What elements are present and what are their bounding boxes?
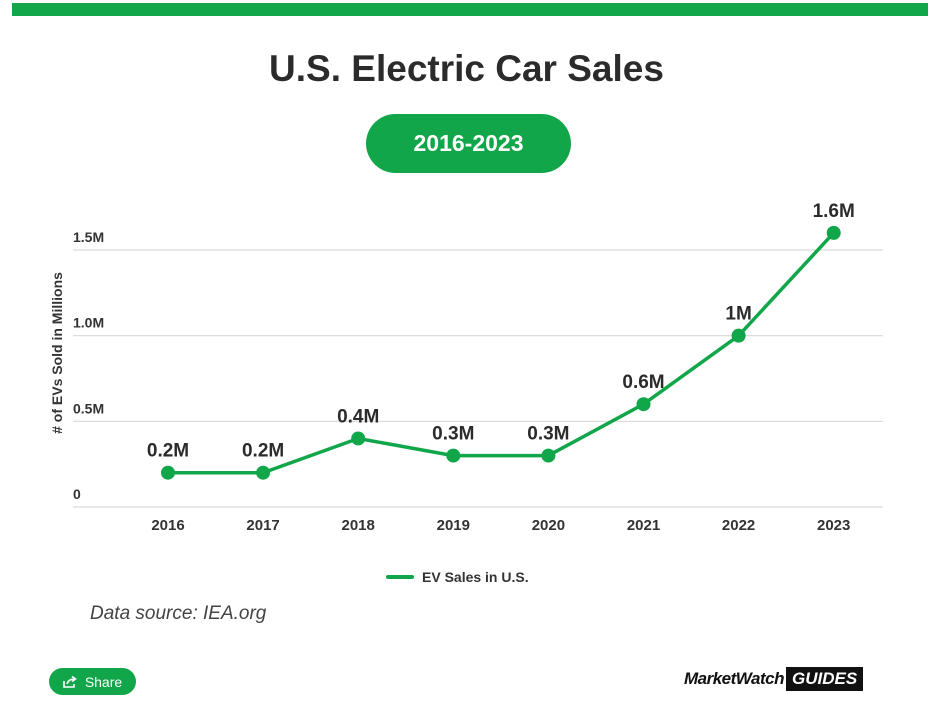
marketwatch-guides-logo[interactable]: MarketWatch GUIDES <box>684 666 864 692</box>
x-axis-ticks: 2016 2017 2018 2019 2020 2021 2022 2023 <box>151 517 850 534</box>
x-tick-label: 2021 <box>627 517 660 534</box>
top-accent-bar <box>12 3 928 16</box>
data-point[interactable] <box>161 465 175 480</box>
data-label: 0.2M <box>147 441 189 462</box>
data-point[interactable] <box>826 225 841 240</box>
x-tick-label: 2016 <box>151 517 184 534</box>
year-range-badge: 2016-2023 <box>366 114 571 173</box>
y-tick-label: 0 <box>73 486 81 502</box>
x-tick-label: 2022 <box>722 517 755 534</box>
logo-marketwatch: MarketWatch <box>684 669 785 688</box>
chart-title: U.S. Electric Car Sales <box>269 48 664 89</box>
y-axis-label: # of EVs Sold in Millions <box>49 272 65 434</box>
data-label: 1.6M <box>813 201 855 222</box>
y-tick-label: 0.5M <box>73 400 104 416</box>
share-label: Share <box>84 673 123 690</box>
data-point[interactable] <box>446 448 461 463</box>
data-point[interactable] <box>256 465 271 480</box>
x-tick-label: 2017 <box>246 517 279 534</box>
x-tick-label: 2023 <box>817 517 850 534</box>
legend-label: EV Sales in U.S. <box>422 569 529 585</box>
y-tick-label: 1.0M <box>73 315 104 331</box>
y-tick-label: 1.5M <box>73 229 104 245</box>
legend[interactable]: EV Sales in U.S. <box>386 566 529 588</box>
logo-guides: GUIDES <box>786 667 864 691</box>
data-points <box>161 225 841 480</box>
data-point[interactable] <box>731 328 746 343</box>
x-tick-label: 2020 <box>532 517 565 534</box>
share-button[interactable]: Share <box>49 668 136 695</box>
ev-sales-line <box>168 231 835 475</box>
data-label: 1M <box>725 304 751 325</box>
data-source: Data source: IEA.org <box>90 603 267 624</box>
line-chart: 00.5M1.0M1.5M 2016 2017 2018 2019 2020 2021 20… <box>49 201 883 534</box>
data-label: 0.3M <box>527 424 569 445</box>
data-point[interactable] <box>636 397 651 412</box>
data-point[interactable] <box>351 431 366 446</box>
data-label: 0.3M <box>432 424 474 445</box>
data-label: 0.2M <box>242 441 284 462</box>
x-tick-label: 2018 <box>342 517 375 534</box>
legend-swatch <box>386 575 414 579</box>
share-icon <box>63 675 77 688</box>
y-axis-ticks: 0 0.5M 1.0M 1.5M <box>73 229 104 502</box>
x-tick-label: 2019 <box>437 517 470 534</box>
data-label: 0.4M <box>337 406 379 427</box>
grid-lines <box>73 249 883 508</box>
data-point[interactable] <box>541 448 556 463</box>
data-labels: 0.2M 0.2M 0.4M 0.3M 0.3M 0.6M 1M 1.6M <box>147 201 855 462</box>
data-label: 0.6M <box>622 372 664 393</box>
